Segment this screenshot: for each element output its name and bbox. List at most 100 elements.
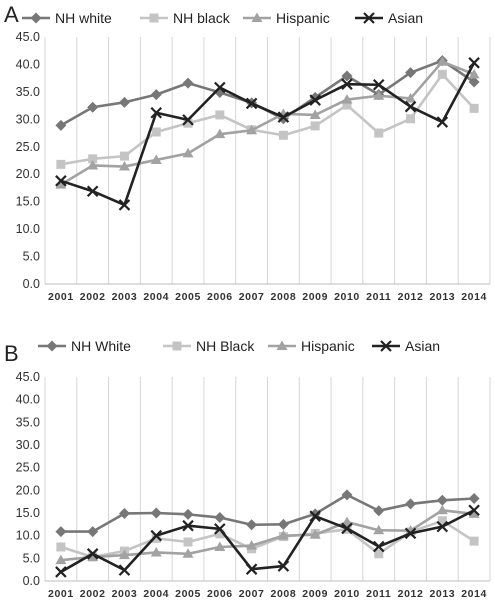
y-tick-label: 45.0 [16,30,40,44]
y-tick-label: 5.0 [23,551,40,565]
data-point [341,94,353,104]
data-point [182,114,194,126]
data-point [55,566,67,578]
series-hispanic [55,56,480,189]
data-point [56,542,66,552]
data-point [150,106,163,119]
data-point [468,57,480,69]
data-point [246,540,258,550]
data-point [118,507,130,519]
legend-entry: Asian [372,338,440,354]
legend-marker [380,340,392,352]
legend-label: NH white [55,10,112,26]
data-point [277,518,289,530]
data-point [372,540,385,553]
data-point [151,127,161,137]
data-point [404,527,417,540]
series-line [60,509,475,574]
legend-label: Asian [388,10,423,26]
data-point [373,90,385,100]
data-point [214,541,226,551]
legend-entry: NH black [140,10,231,26]
series-nh-white [55,489,480,538]
data-point [341,516,353,527]
data-point [87,101,99,113]
legend-marker [363,12,375,24]
data-point [277,560,290,572]
x-tick-label: 2003 [112,588,138,600]
x-tick-label: 2002 [80,588,106,600]
y-tick-label: 15.0 [16,195,40,209]
data-point [469,103,479,113]
legend-label: NH Black [196,338,255,354]
data-point [404,100,417,113]
data-point [88,154,98,164]
y-tick-label: 10.0 [16,222,40,236]
y-tick-label: 10.0 [16,529,40,543]
data-point [246,124,258,135]
data-point [373,524,385,535]
y-tick-label: 30.0 [16,438,40,452]
x-tick-label: 2014 [461,291,487,303]
data-point [182,548,194,558]
y-tick-label: 5.0 [23,250,40,264]
data-point [182,508,194,520]
data-point [86,185,99,198]
legend-marker [276,340,288,350]
y-tick-label: 20.0 [16,167,40,181]
data-point [277,530,289,540]
legend-entry: Asian [355,10,423,26]
data-point [150,546,162,557]
data-point [183,118,193,128]
data-point [151,533,161,543]
legend-marker [149,13,159,23]
data-point [150,154,162,164]
x-tick-label: 2004 [143,588,169,600]
data-point [182,147,194,158]
x-tick-label: 2012 [398,588,424,600]
x-tick-label: 2007 [239,588,265,600]
panel-label: A [4,2,19,27]
data-point [87,526,99,538]
x-tick-label: 2001 [48,291,74,303]
y-tick-label: 35.0 [16,415,40,429]
x-tick-label: 2005 [175,291,201,303]
legend-label: Hispanic [276,10,330,26]
series-asian [55,504,480,578]
legend-entry: Hispanic [243,10,330,26]
data-point [405,92,417,103]
y-tick-label: 45.0 [16,370,40,384]
data-point [437,69,447,79]
legend-entry: NH white [22,10,112,26]
data-point [309,94,321,106]
data-point [214,512,226,524]
data-point [341,78,353,90]
x-tick-label: 2011 [366,588,391,600]
legend-marker [46,340,58,352]
data-point [436,116,449,128]
data-point [55,554,67,565]
y-tick-label: 20.0 [16,483,40,497]
data-point [55,175,67,187]
series-nh-black [56,69,479,169]
data-point [182,77,194,89]
data-point [436,520,449,533]
x-tick-label: 2014 [461,588,487,600]
legend-entry: NH White [38,338,131,354]
series-line [60,60,475,186]
legend-label: NH White [71,338,131,354]
data-point [341,489,353,501]
data-point [118,96,130,108]
data-point [182,519,194,532]
y-tick-label: 25.0 [16,140,40,154]
legend-label: Hispanic [301,338,355,354]
data-point [406,114,416,124]
data-point [468,504,480,517]
y-tick-label: 15.0 [16,506,40,520]
x-tick-label: 2012 [398,291,424,303]
data-point [245,97,258,110]
x-tick-label: 2006 [207,291,233,303]
legend-entry: Hispanic [268,338,355,354]
data-point [468,68,480,79]
data-point [55,526,67,538]
